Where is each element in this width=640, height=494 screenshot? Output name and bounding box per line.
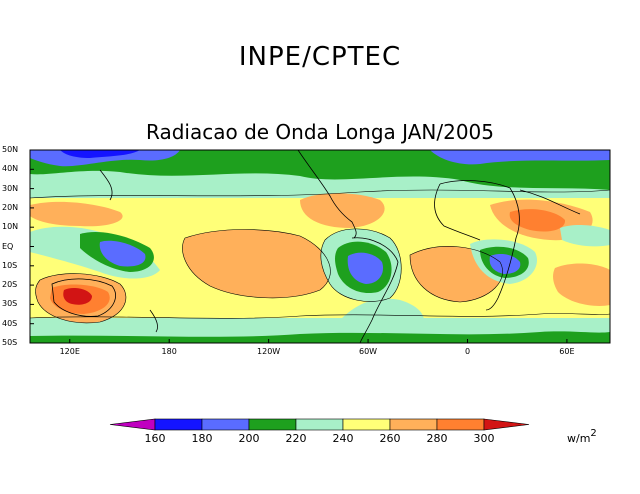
- colorbar-swatch: [248, 418, 297, 431]
- field-north-200b: [430, 150, 610, 165]
- olr-field: [30, 150, 610, 343]
- lon-label: 120E: [59, 347, 80, 356]
- field-south-220: [30, 331, 610, 343]
- colorbar-level-label: 160: [144, 432, 166, 445]
- lat-label: 40S: [2, 318, 18, 328]
- colorbar-swatch: [295, 418, 344, 431]
- field-north-180: [60, 150, 140, 158]
- contour-lines: [30, 189, 610, 324]
- colorbar-swatch: [342, 418, 391, 431]
- colorbar: [109, 418, 530, 431]
- field-warm-arabia-280: [509, 209, 566, 232]
- field-cold-maritime-200: [99, 240, 146, 267]
- lat-label: 30S: [2, 299, 18, 309]
- field-cold-indian-240: [560, 224, 610, 247]
- field-cold-amazon-200: [347, 252, 384, 284]
- colorbar-level-label: 280: [426, 432, 448, 445]
- field-south-240b: [340, 298, 424, 333]
- colorbar-swatch: [201, 418, 250, 431]
- lon-label: 0: [464, 347, 471, 356]
- lat-label: 20N: [2, 202, 19, 212]
- map-title: Radiacao de Onda Longa JAN/2005: [146, 120, 494, 144]
- colorbar-swatch: [389, 418, 438, 431]
- colorbar-level-label: 180: [191, 432, 213, 445]
- colorbar-high-triangle: [483, 418, 530, 431]
- lat-label: 40N: [2, 164, 19, 174]
- field-cold-africa-200: [489, 254, 521, 274]
- field-warm-caribbean: [300, 193, 385, 228]
- lon-label: 180: [161, 347, 177, 356]
- units-label: w/m2: [567, 428, 597, 445]
- axis-ticks: [30, 149, 568, 344]
- colorbar-level-label: 300: [473, 432, 495, 445]
- lon-label: 120W: [257, 347, 281, 356]
- field-warm-indian: [553, 263, 610, 306]
- lon-label: 60E: [559, 347, 575, 356]
- field-warm-australia-300: [63, 288, 92, 305]
- colorbar-level-label: 240: [332, 432, 354, 445]
- colorbar-swatch: [436, 418, 485, 431]
- organization-title: INPE/CPTEC: [238, 42, 402, 72]
- colorbar-swatch: [154, 418, 203, 431]
- colorbar-low-triangle: [109, 418, 156, 431]
- field-warm-pacific: [182, 229, 331, 298]
- lat-label: 10N: [2, 222, 19, 232]
- coastlines: [51, 150, 581, 343]
- lat-label: 10S: [2, 260, 18, 270]
- colorbar-level-label: 260: [379, 432, 401, 445]
- lat-label: 20S: [2, 280, 18, 290]
- lat-label: EQ: [2, 241, 14, 251]
- lat-label: 30N: [2, 183, 19, 193]
- lon-label: 60W: [359, 347, 378, 356]
- lat-label: 50S: [2, 338, 18, 347]
- colorbar-level-label: 200: [238, 432, 260, 445]
- lat-label: 50N: [2, 145, 19, 154]
- colorbar-level-label: 220: [285, 432, 307, 445]
- field-warm-wpac: [30, 201, 123, 227]
